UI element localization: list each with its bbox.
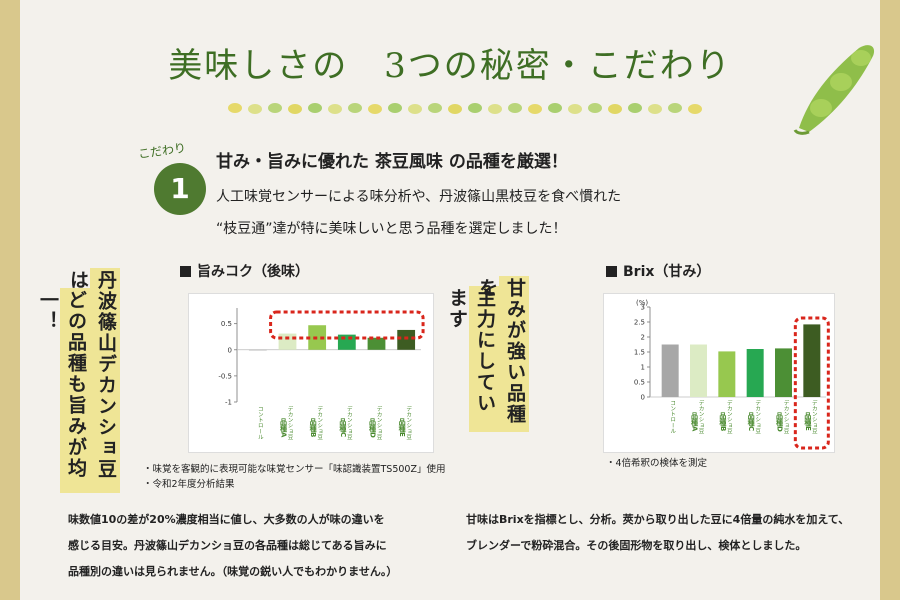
category-label: デカンショ豆 bbox=[726, 399, 733, 434]
bar-1 bbox=[248, 349, 267, 351]
bar-2 bbox=[690, 344, 707, 397]
mid-callout-col2: 主力にしています bbox=[446, 288, 496, 414]
y-tick-label: 3 bbox=[641, 304, 645, 312]
y-tick-label: 2.5 bbox=[634, 319, 645, 327]
square-bullet-icon bbox=[606, 266, 617, 277]
y-unit-label: (%) bbox=[636, 299, 648, 307]
umami-chart: 0.5 0 -0.5 -1 コントロール デカンショ豆 品種A デカンショ豆 品種B デカンショ豆… bbox=[188, 293, 434, 453]
category-code-label: 品種A bbox=[691, 411, 699, 432]
y-tick-label: 0.5 bbox=[221, 320, 232, 328]
left-callout-col1-bg bbox=[90, 268, 120, 493]
left-callout-col2-bg bbox=[60, 288, 90, 493]
bottom-right-line-2: ブレンダーで粉砕混合。その後固形物を取り出し、検体としました。 bbox=[466, 539, 807, 552]
y-tick-label: -0.5 bbox=[218, 372, 232, 380]
bar-5 bbox=[775, 348, 792, 397]
category-code-label: 品種B bbox=[309, 417, 317, 437]
highlight-dashed-frame bbox=[793, 316, 830, 450]
bottom-right-text: 甘味はBrixを指標とし、分析。莢から取り出した豆に4倍量の純水を加えて、 ブレ… bbox=[466, 507, 876, 559]
bottom-left-line-1: 味数値10の差が20%濃度相当に値し、大多数の人が味の違いを bbox=[68, 513, 385, 526]
bar-3 bbox=[718, 351, 736, 397]
bar-2 bbox=[278, 333, 297, 350]
umami-chart-title: 旨みコク（後味） bbox=[180, 261, 309, 281]
kodawari-label: こだわり bbox=[137, 140, 187, 162]
mid-callout-col2-bg bbox=[469, 286, 499, 432]
category-label: デカンショ豆 bbox=[405, 405, 412, 440]
bar-4 bbox=[746, 349, 764, 397]
intro-line-2: “枝豆通”達が特に美味しいと思う品種を選定しました！ bbox=[216, 221, 567, 237]
bottom-right-line-1: 甘味はBrixを指標とし、分析。莢から取り出した豆に4倍量の純水を加えて、 bbox=[466, 513, 850, 526]
section-heading: 甘み・旨みに優れた 茶豆風味 の品種を厳選！ bbox=[216, 152, 568, 172]
edamame-pod-icon bbox=[793, 45, 875, 135]
note-right-1: ・4倍希釈の検体を測定 bbox=[606, 458, 708, 469]
square-bullet-icon bbox=[180, 266, 191, 277]
category-label: デカンショ豆 bbox=[783, 399, 790, 434]
y-tick-label: 2 bbox=[641, 334, 645, 342]
mid-callout-col1-bg bbox=[499, 276, 529, 432]
category-code-label: 品種E bbox=[398, 417, 406, 437]
bar-1 bbox=[661, 344, 679, 397]
category-label: デカンショ豆 bbox=[754, 399, 761, 434]
category-code-label: 品種C bbox=[747, 411, 755, 431]
bar-3 bbox=[308, 325, 327, 350]
category-code-label: 品種B bbox=[719, 411, 727, 431]
title-spacer bbox=[361, 54, 371, 84]
note-left-1: ・味覚を客観的に表現可能な味覚センサー「味認識装置TS500Z」使用 bbox=[143, 464, 446, 475]
y-tick-label: 0 bbox=[641, 394, 645, 402]
mid-callout-col1: 甘みが強い品種を bbox=[476, 278, 526, 425]
brix-chart: (%) 3 2.5 2 1.5 1 0.5 0 コントロール デカンショ豆 品種A デカンショ豆 品種B… bbox=[603, 293, 835, 453]
category-code-label: 品種E bbox=[804, 411, 812, 431]
bar-6 bbox=[397, 329, 416, 350]
bar-6 bbox=[803, 324, 821, 397]
highlight-dashed-frame bbox=[269, 310, 425, 340]
brix-chart-title: Brix（甘み） bbox=[606, 261, 710, 281]
category-label: デカンショ豆 bbox=[811, 399, 818, 434]
bottom-left-line-2: 感じる目安。丹波篠山デカンショ豆の各品種は総じてある旨みに bbox=[68, 539, 387, 552]
y-tick-label: -1 bbox=[225, 399, 232, 407]
point-number-badge: 1 bbox=[154, 163, 206, 215]
category-label: デカンショ豆 bbox=[346, 405, 353, 440]
category-label: デカンショ豆 bbox=[376, 405, 383, 440]
title-main: 美味しさの bbox=[168, 46, 349, 86]
category-label: デカンショ豆 bbox=[698, 399, 705, 434]
note-left-2: ・令和2年度分析結果 bbox=[143, 479, 235, 490]
bottom-left-text: 味数値10の差が20%濃度相当に値し、大多数の人が味の違いを 感じる目安。丹波篠… bbox=[68, 507, 468, 585]
intro-line-1: 人工味覚センサーによる味分析や、丹波篠山黒枝豆を食べ慣れた bbox=[216, 189, 622, 205]
intro-text: 人工味覚センサーによる味分析や、丹波篠山黒枝豆を食べ慣れた “枝豆通”達が特に美… bbox=[216, 181, 736, 245]
bar-4 bbox=[337, 334, 356, 350]
background-paper: 美味しさの 3つの秘密・こだわり こだわり 1 bbox=[20, 0, 880, 600]
y-tick-label: 1 bbox=[641, 364, 645, 372]
bar-5 bbox=[367, 337, 386, 350]
left-callout-col1: 丹波篠山デカンショ豆は bbox=[67, 270, 117, 480]
y-tick-label: 1.5 bbox=[634, 349, 645, 357]
category-code-label: 品種A bbox=[280, 417, 288, 438]
category-label: コントロール bbox=[669, 400, 676, 434]
umami-notes: ・味覚を客観的に表現可能な味覚センサー「味認識装置TS500Z」使用 ・令和2年… bbox=[143, 462, 445, 492]
y-tick-label: 0.5 bbox=[634, 379, 645, 387]
category-label: デカンショ豆 bbox=[316, 405, 323, 440]
page-title: 美味しさの 3つの秘密・こだわり bbox=[20, 38, 880, 87]
category-code-label: 品種C bbox=[339, 417, 347, 437]
category-label: コントロール bbox=[257, 406, 264, 440]
y-tick-label: 0 bbox=[228, 346, 232, 354]
category-code-label: 品種D bbox=[369, 417, 377, 438]
brix-notes: ・4倍希釈の検体を測定 bbox=[606, 456, 707, 471]
bottom-left-line-3: 品種別の違いは見られません。（味覚の鋭い人でもわかりません。） bbox=[68, 565, 398, 578]
left-callout-col2: どの品種も旨みが均一！ bbox=[37, 290, 87, 479]
category-label: デカンショ豆 bbox=[287, 405, 294, 440]
category-code-label: 品種D bbox=[776, 411, 784, 432]
title-sub: 3つの秘密・こだわり bbox=[384, 46, 732, 86]
